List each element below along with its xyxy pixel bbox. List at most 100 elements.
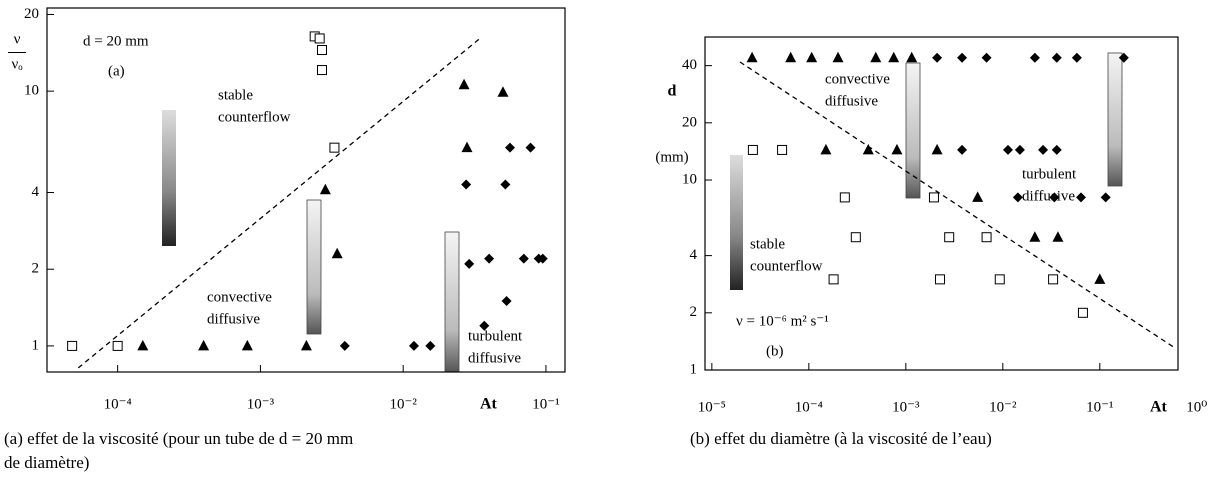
diamond-marker <box>957 52 968 63</box>
diamond-marker <box>1051 52 1062 63</box>
diamond-marker <box>1100 192 1111 203</box>
square-marker <box>1048 274 1059 285</box>
caption: de diamètre) <box>4 453 89 472</box>
y-tick-label: 2 <box>690 304 698 320</box>
diamond-marker <box>957 144 968 155</box>
y-axis-label: d <box>668 83 677 100</box>
y-tick-label: 10 <box>24 83 39 99</box>
y-axis-label: νₒ <box>11 56 23 72</box>
y-tick-label: 2 <box>32 261 40 277</box>
triangle-marker <box>820 143 832 155</box>
diamond-marker <box>339 340 350 351</box>
diamond-marker <box>1029 52 1040 63</box>
triangle-marker <box>832 51 844 63</box>
caption: (b) effet du diamètre (à la viscosité de… <box>690 429 992 448</box>
diamond-marker <box>518 253 529 264</box>
triangle-marker <box>1029 231 1041 242</box>
triangle-marker <box>746 51 758 63</box>
diamond-marker <box>484 253 495 264</box>
annotation: ν = 10⁻⁶ m² s⁻¹ <box>736 313 829 329</box>
diamond-marker <box>1038 144 1049 155</box>
annotation: turbulent <box>1022 166 1077 182</box>
diamond-marker <box>1118 52 1129 63</box>
triangle-marker <box>198 339 210 351</box>
caption: (a) effet de la viscosité (pour un tube … <box>4 429 353 448</box>
triangle-marker <box>785 51 797 63</box>
y-tick-label: 40 <box>682 57 697 73</box>
diamond-marker <box>1071 52 1082 63</box>
annotation: stable <box>750 236 785 252</box>
diamond-marker <box>932 52 943 63</box>
x-axis-label: At <box>480 396 498 413</box>
diamond-marker <box>981 52 992 63</box>
square-marker <box>777 144 788 155</box>
y-tick-label: 20 <box>24 6 39 22</box>
triangle-marker <box>1094 273 1106 284</box>
triangle-marker <box>931 143 943 155</box>
x-tick-label: 10⁻³ <box>892 399 920 415</box>
square-marker <box>828 274 839 285</box>
square-marker <box>934 274 945 285</box>
annotation: counterflow <box>750 258 823 274</box>
square-marker <box>839 192 850 203</box>
x-tick-label: 10⁻¹ <box>1086 399 1113 415</box>
diamond-marker <box>1012 192 1023 203</box>
square-marker <box>747 144 758 155</box>
square-marker <box>944 232 955 243</box>
triangle-marker <box>137 339 149 351</box>
annotation: turbulent <box>468 328 523 344</box>
triangle-marker <box>241 339 253 351</box>
triangle-marker <box>458 78 470 90</box>
x-tick-label: 10⁻² <box>989 399 1017 415</box>
x-tick-label: 10⁻⁵ <box>698 399 726 415</box>
y-axis-label: (mm) <box>655 149 688 165</box>
plot-frame <box>46 7 566 373</box>
x-tick-label: 10⁻³ <box>247 396 275 412</box>
diamond-marker <box>537 253 548 264</box>
triangle-marker <box>461 141 473 153</box>
diamond-marker <box>1051 144 1062 155</box>
tube-photos <box>162 52 1123 373</box>
annotation: diffusive <box>825 93 878 109</box>
triangle-marker <box>972 191 984 202</box>
diamond-marker <box>408 340 419 351</box>
x-axis-label: At <box>1150 399 1168 416</box>
diamond-marker <box>500 179 511 190</box>
annotation: counterflow <box>218 109 291 125</box>
annotation: diffusive <box>1022 188 1075 204</box>
triangle-marker <box>870 51 882 63</box>
plot-frame <box>704 36 1179 371</box>
square-marker <box>994 274 1005 285</box>
square-marker <box>329 142 340 153</box>
boundary-line <box>77 37 481 369</box>
y-tick-label: 10 <box>682 171 697 187</box>
x-tick-label: 10⁰ <box>1186 399 1207 415</box>
square-marker <box>112 340 123 351</box>
triangle-marker <box>891 143 903 155</box>
diamond-marker <box>425 340 436 351</box>
square-marker <box>316 65 327 76</box>
y-tick-label: 1 <box>32 337 40 353</box>
annotation: diffusive <box>468 350 521 366</box>
diamond-marker <box>1076 192 1087 203</box>
annotation: diffusive <box>207 311 260 327</box>
y-tick-label: 4 <box>690 247 698 263</box>
x-tick-label: 10⁻⁴ <box>104 396 132 412</box>
y-axis-label: ν <box>14 31 21 47</box>
x-tick-label: 10⁻¹ <box>532 396 559 412</box>
diamond-marker <box>1049 192 1060 203</box>
diamond-marker <box>525 142 536 153</box>
square-marker <box>1077 307 1088 318</box>
x-tick-label: 10⁻⁴ <box>795 399 823 415</box>
x-tick-label: 10⁻² <box>389 396 417 412</box>
triangle-marker <box>497 86 509 97</box>
annotation: (a) <box>108 63 125 79</box>
triangle-marker <box>319 183 331 195</box>
diamond-marker <box>1002 144 1013 155</box>
diamond-marker <box>479 320 490 331</box>
diamond-marker <box>464 258 475 269</box>
triangle-marker <box>331 247 343 259</box>
y-tick-label: 20 <box>682 114 697 130</box>
y-tick-label: 1 <box>690 361 698 377</box>
